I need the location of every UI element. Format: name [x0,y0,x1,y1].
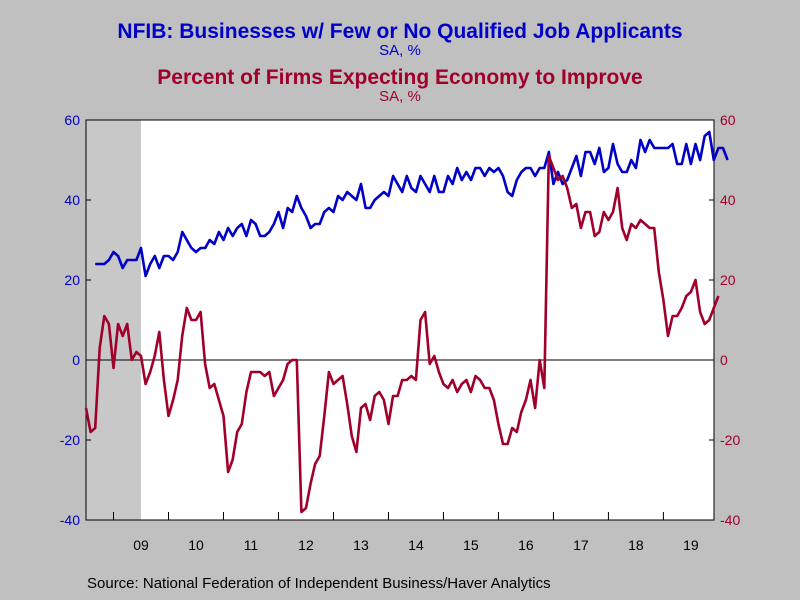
y-right-tick-label: 0 [720,352,728,368]
x-tick-label: 19 [683,537,699,553]
source-note: Source: National Federation of Independe… [87,575,551,592]
x-tick-label: 11 [244,537,259,553]
x-tick-label: 12 [298,537,314,553]
x-tick-label: 16 [518,537,534,553]
x-tick-label: 18 [628,537,644,553]
y-right-tick-label: 40 [720,192,736,208]
x-tick-label: 13 [353,537,369,553]
y-right-tick-label: 20 [720,272,736,288]
y-left-tick-label: 20 [64,272,80,288]
plot-background [86,120,714,520]
y-left-tick-label: -40 [60,512,80,528]
y-right-tick-label: 60 [720,112,736,128]
recession-shading [86,120,141,520]
y-left-tick-label: 0 [72,352,80,368]
y-left-tick-label: -20 [60,432,80,448]
x-tick-label: 15 [463,537,479,553]
series-line-1 [95,130,729,278]
x-tick-label: 09 [133,537,149,553]
y-left-tick-label: 40 [64,192,80,208]
y-right-tick-label: -40 [720,512,740,528]
chart-title-1: NFIB: Businesses w/ Few or No Qualified … [117,20,683,43]
chart-units-1: SA, % [379,42,421,59]
x-tick-label: 10 [188,537,204,553]
chart-units-2: SA, % [379,88,421,105]
plot-border [85,119,715,521]
y-right-tick-label: -20 [720,432,740,448]
y-left-tick-label: 60 [64,112,80,128]
x-tick-label: 17 [573,537,589,553]
chart-title-2: Percent of Firms Expecting Economy to Im… [157,66,643,89]
x-tick-label: 14 [408,537,424,553]
series-line-2 [84,154,720,514]
